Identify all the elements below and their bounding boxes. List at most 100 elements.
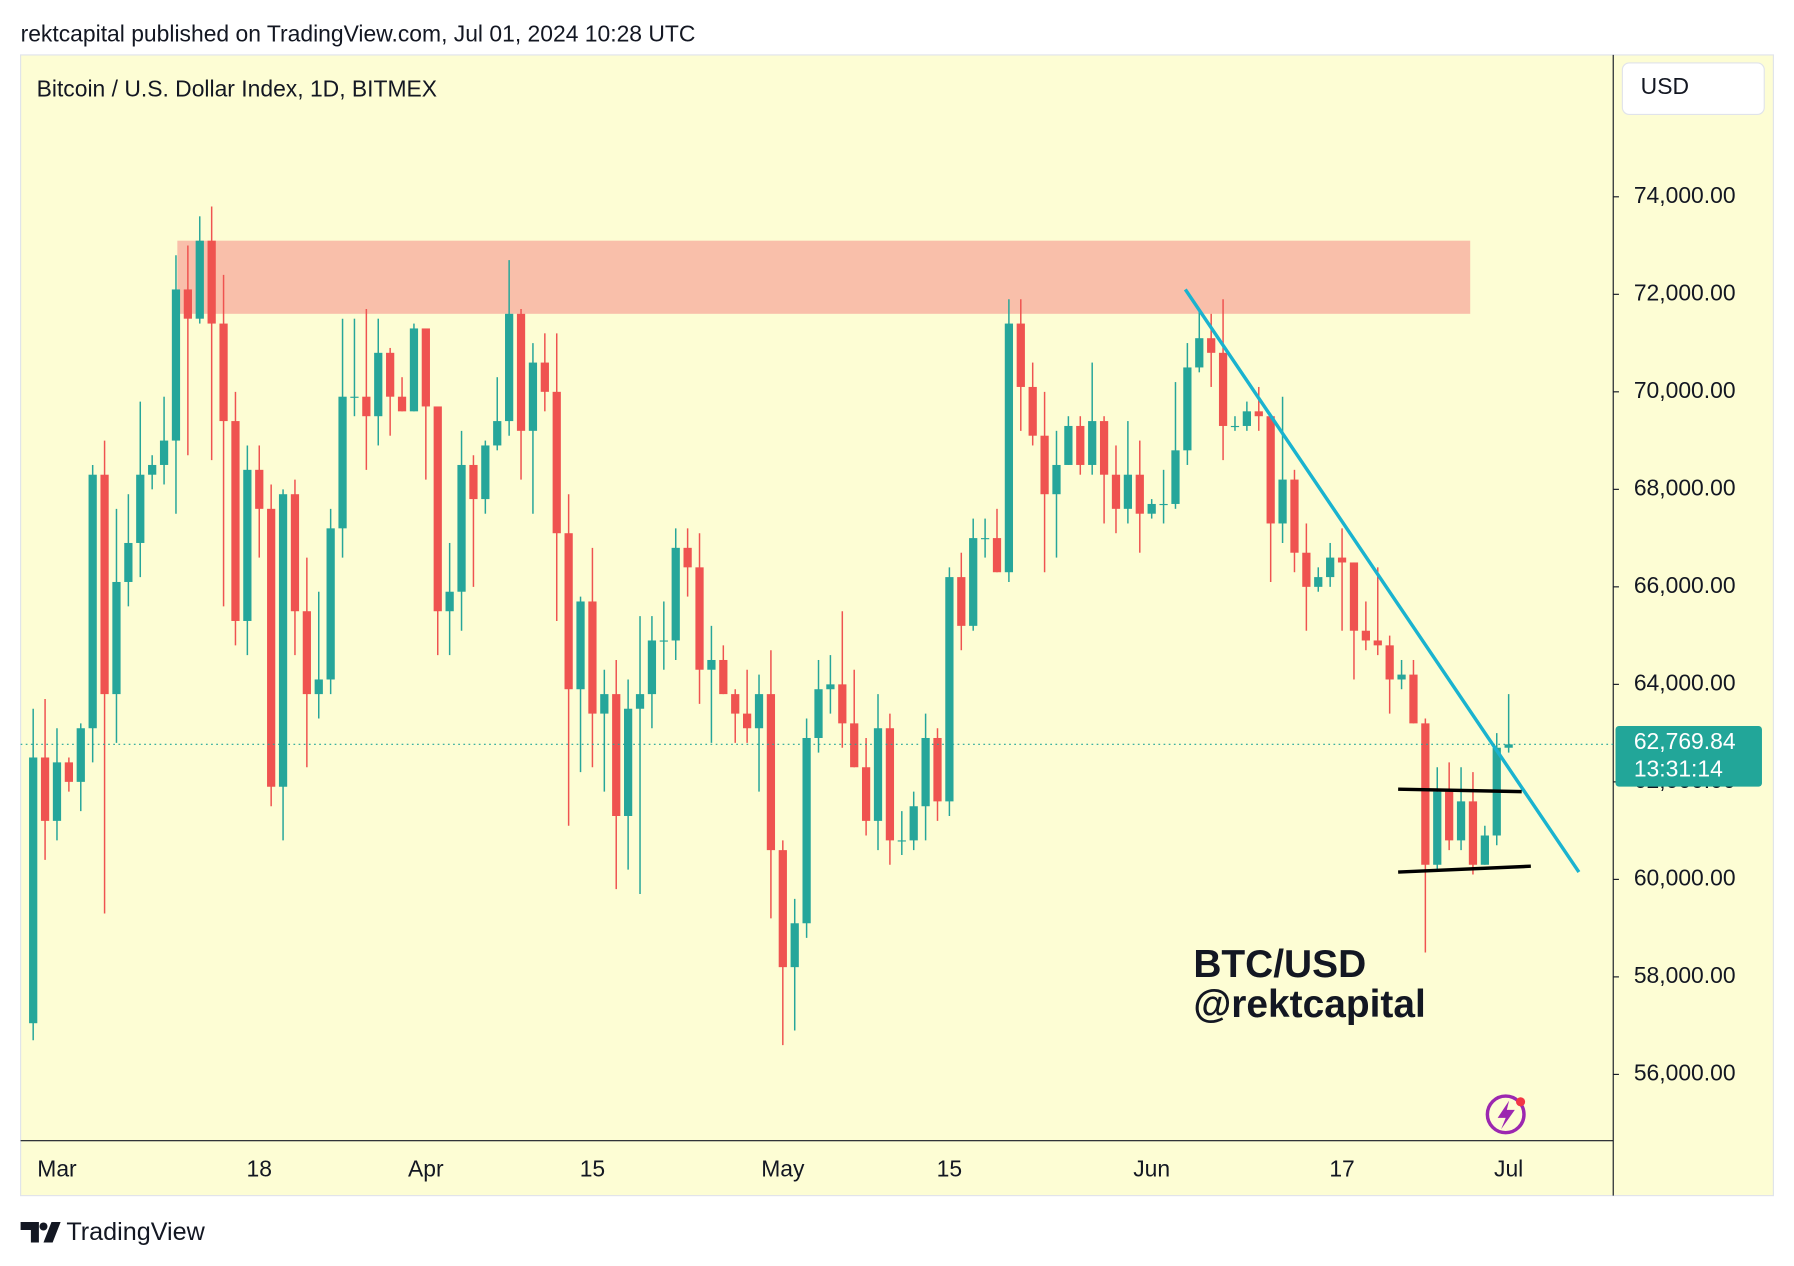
candle-body xyxy=(124,542,133,582)
candle-body xyxy=(40,757,50,821)
candle-body xyxy=(1123,474,1133,509)
candle-body xyxy=(1445,791,1454,841)
candle-body xyxy=(1433,791,1442,865)
candle-body xyxy=(957,577,966,626)
candle-body xyxy=(707,659,716,670)
currency-button[interactable] xyxy=(1621,62,1765,115)
x-tick-label: Mar xyxy=(37,1156,77,1182)
y-tick-label: 56,000.00 xyxy=(1634,1059,1736,1085)
candle-body xyxy=(945,577,954,802)
x-tick-label: 18 xyxy=(247,1156,272,1182)
candle-body xyxy=(624,708,633,816)
candle-body xyxy=(719,659,728,695)
candle-body xyxy=(659,640,668,642)
last-price-label: 62,769.84 xyxy=(1634,728,1736,754)
countdown-label: 13:31:14 xyxy=(1634,756,1723,782)
candle-body xyxy=(1028,386,1037,436)
candle-body xyxy=(933,737,942,802)
candle-body xyxy=(742,713,752,729)
candle-body xyxy=(314,679,323,695)
candle-body xyxy=(255,469,264,509)
lightning-icon[interactable] xyxy=(1485,1094,1526,1135)
currency-label: USD xyxy=(1641,73,1689,99)
x-tick-label: 15 xyxy=(937,1156,962,1182)
candle-body xyxy=(838,684,847,724)
candle-body xyxy=(850,723,859,768)
y-tick-label: 72,000.00 xyxy=(1634,279,1736,305)
candle-body xyxy=(1254,411,1263,417)
channel-line xyxy=(1398,787,1522,794)
y-tick-label: 70,000.00 xyxy=(1634,377,1736,403)
plot-area xyxy=(20,206,1614,1046)
candle-body xyxy=(1302,552,1311,587)
candle-body xyxy=(136,474,145,543)
candle-body xyxy=(516,313,526,431)
candle-body xyxy=(433,406,442,612)
candle-body xyxy=(1361,630,1370,641)
candle-body xyxy=(897,840,906,842)
candle-body xyxy=(231,421,240,621)
candle-body xyxy=(290,494,300,612)
candle-body xyxy=(588,601,597,714)
candle-body xyxy=(88,474,97,729)
candle-body xyxy=(1076,425,1085,465)
candle-body xyxy=(481,445,490,500)
candle-body xyxy=(1421,723,1430,865)
candle-body xyxy=(1468,801,1478,865)
candle-body xyxy=(1242,411,1251,426)
candle-body xyxy=(445,591,454,612)
candle-body xyxy=(243,469,252,621)
candle-body xyxy=(1016,323,1025,387)
candle-body xyxy=(183,289,192,319)
candle-body xyxy=(731,694,740,714)
candle-body xyxy=(600,694,609,714)
x-tick-label: May xyxy=(761,1156,805,1182)
candle-body xyxy=(1456,801,1466,841)
candle-body xyxy=(1409,674,1418,724)
watermark: BTC/USD xyxy=(1193,943,1366,986)
candle-body xyxy=(754,694,764,729)
candle-body xyxy=(552,391,561,534)
candle-body xyxy=(814,689,823,738)
candle-body xyxy=(171,289,181,441)
candle-body xyxy=(1159,503,1168,506)
candle-body xyxy=(267,508,276,787)
candle-body xyxy=(505,313,514,422)
candle-body xyxy=(1218,352,1228,426)
candle-body xyxy=(1230,425,1240,428)
candle-body xyxy=(1290,479,1299,553)
candle-body xyxy=(112,581,121,695)
trendline xyxy=(1183,288,1581,874)
candle-body xyxy=(397,396,407,412)
candle-body xyxy=(338,396,347,529)
header: rektcapital published on TradingView.com… xyxy=(21,21,696,47)
candle-body xyxy=(528,362,538,431)
candle-body xyxy=(861,767,871,821)
candle-body xyxy=(207,240,216,324)
candle-body xyxy=(278,494,288,787)
resistance-zone xyxy=(177,240,1471,314)
candle-body xyxy=(635,694,645,709)
candle-body xyxy=(1171,450,1180,504)
candle-body xyxy=(457,464,466,592)
candle-body xyxy=(1504,744,1513,748)
candle-body xyxy=(1278,479,1287,524)
candle-body xyxy=(612,694,621,816)
candle-body xyxy=(386,352,395,397)
candle-body xyxy=(778,850,787,968)
candle-body xyxy=(159,440,169,465)
candle-body xyxy=(1147,503,1156,514)
candle-body xyxy=(909,806,918,841)
candle-body xyxy=(100,474,109,695)
candle-body xyxy=(992,538,1002,573)
candle-body xyxy=(76,728,85,782)
candle-body xyxy=(576,601,585,690)
footer-brand: TradingView xyxy=(66,1218,205,1246)
candle-body xyxy=(493,421,502,446)
candle-body xyxy=(980,538,990,540)
candle-body xyxy=(350,396,359,398)
candle-body xyxy=(1135,474,1144,514)
candle-body xyxy=(52,762,62,821)
candle-body xyxy=(1099,421,1109,475)
